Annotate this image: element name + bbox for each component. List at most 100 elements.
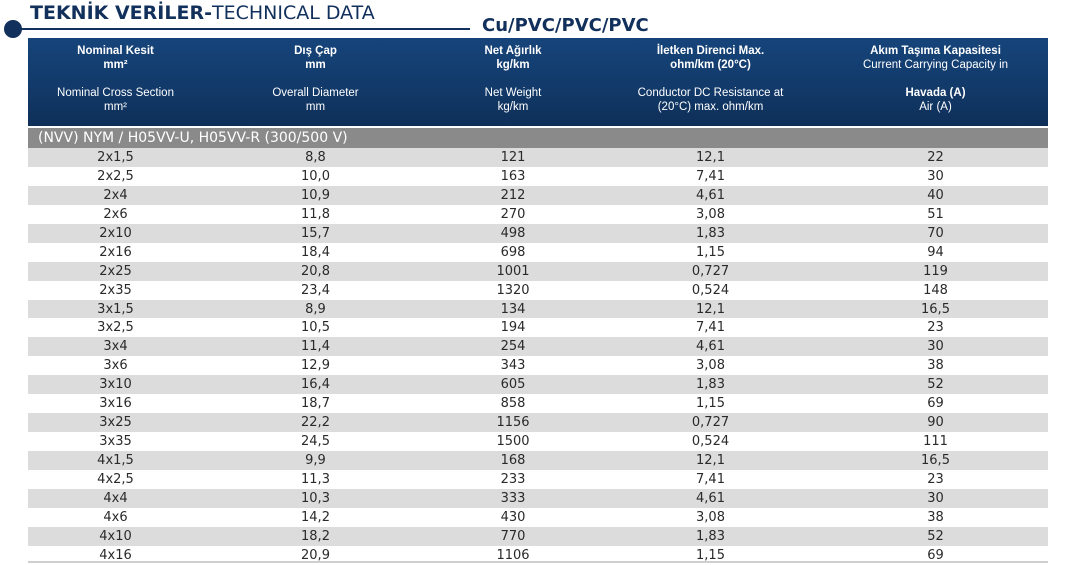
cell-capacity: 30 — [927, 339, 944, 355]
cell-weight: 233 — [500, 471, 526, 487]
cell-diameter: 18,2 — [301, 528, 330, 544]
cell-weight: 605 — [500, 377, 526, 393]
table-row: 4x16 20,9 1106 1,15 69 — [28, 545, 1048, 565]
cell-resistance: 1,15 — [696, 244, 725, 260]
cell-diameter: 24,5 — [301, 434, 330, 450]
cell-weight: 698 — [500, 244, 526, 260]
table-row: 3x2,5 10,5 194 7,41 23 — [28, 318, 1048, 338]
cell-capacity: 111 — [923, 434, 948, 450]
cell-capacity: 51 — [927, 206, 944, 222]
cell-cross-section: 4x16 — [99, 547, 132, 563]
cell-weight: 1001 — [496, 263, 530, 279]
header-unit-tr: kg/km — [496, 59, 530, 71]
cell-capacity: 38 — [927, 358, 944, 374]
cell-capacity: 69 — [927, 396, 944, 412]
cell-capacity: 38 — [927, 509, 944, 525]
cell-resistance: 0,727 — [691, 415, 730, 431]
cell-weight: 168 — [500, 453, 526, 468]
table-row: 3x6 12,9 343 3,08 38 — [28, 356, 1048, 376]
cell-diameter: 16,4 — [301, 377, 330, 393]
cell-cross-section: 3x25 — [99, 415, 132, 431]
table-row: 3x4 11,4 254 4,61 30 — [28, 337, 1048, 357]
cell-diameter: 12,9 — [301, 358, 330, 374]
cell-cross-section: 3x6 — [103, 358, 128, 374]
cell-diameter: 10,0 — [301, 168, 330, 184]
cell-capacity: 23 — [927, 471, 944, 487]
cell-resistance: 4,61 — [696, 490, 725, 506]
table-row: 2x16 18,4 698 1,15 94 — [28, 242, 1048, 262]
header-label-tr: Akım Taşıma Kapasitesi — [870, 45, 1001, 57]
cell-cross-section: 2x1,5 — [97, 150, 134, 165]
cell-resistance: 0,524 — [691, 282, 730, 298]
header-net-weight: Net Ağırlık kg/km Net Weight kg/km — [428, 38, 598, 126]
header-label-tr: Net Ağırlık — [484, 45, 542, 57]
table-row: 2x2,5 10,0 163 7,41 30 — [28, 166, 1048, 186]
cell-cross-section: 3x16 — [99, 396, 132, 412]
cell-weight: 1156 — [496, 415, 530, 431]
cell-capacity: 119 — [923, 263, 948, 279]
header-unit-en: Air (A) — [919, 101, 952, 113]
cell-capacity: 16,5 — [921, 453, 950, 468]
cell-weight: 430 — [500, 509, 526, 525]
cell-weight: 858 — [500, 396, 526, 412]
cell-weight: 194 — [500, 320, 526, 336]
cell-weight: 163 — [500, 168, 526, 184]
table-bottom-border — [28, 561, 1048, 563]
cell-weight: 121 — [500, 150, 526, 165]
cell-cross-section: 3x2,5 — [97, 320, 134, 336]
cell-capacity: 70 — [927, 225, 944, 241]
cell-resistance: 1,83 — [696, 377, 725, 393]
cell-resistance: 7,41 — [696, 471, 725, 487]
table-row: 2x4 10,9 212 4,61 40 — [28, 185, 1048, 205]
header-current-capacity: Akım Taşıma Kapasitesi Current Carrying C… — [823, 38, 1048, 126]
cell-diameter: 15,7 — [301, 225, 330, 241]
cell-cross-section: 2x4 — [103, 187, 128, 203]
table-row: 4x10 18,2 770 1,83 52 — [28, 526, 1048, 546]
cell-resistance: 12,1 — [696, 301, 725, 317]
page-title-light: TECHNICAL DATA — [211, 2, 375, 24]
cell-resistance: 1,15 — [696, 547, 725, 563]
header-nominal-cross-section: Nominal Kesit mm² Nominal Cross Section mm… — [28, 38, 203, 126]
cell-cross-section: 2x10 — [99, 225, 132, 241]
table-row: 2x10 15,7 498 1,83 70 — [28, 223, 1048, 243]
cell-diameter: 18,4 — [301, 244, 330, 260]
header-unit-en: mm² — [104, 101, 127, 113]
cell-weight: 212 — [500, 187, 526, 203]
cell-resistance: 1,15 — [696, 396, 725, 412]
cell-resistance: 3,08 — [696, 509, 725, 525]
cell-resistance: 4,61 — [696, 187, 725, 203]
cell-capacity: 16,5 — [921, 301, 950, 317]
cell-diameter: 9,9 — [305, 453, 326, 468]
cell-diameter: 11,3 — [301, 471, 330, 487]
table-body: 2x1,5 8,8 121 12,1 22 2x2,5 10,0 163 7,41 30 2x4 10… — [28, 148, 1048, 565]
cell-cross-section: 4x2,5 — [97, 471, 134, 487]
cell-cross-section: 2x25 — [99, 263, 132, 279]
cell-diameter: 20,8 — [301, 263, 330, 279]
cell-diameter: 11,4 — [301, 339, 330, 355]
table-row: 2x25 20,8 1001 0,727 119 — [28, 261, 1048, 281]
cell-resistance: 7,41 — [696, 320, 725, 336]
cell-diameter: 22,2 — [301, 415, 330, 431]
cell-cross-section: 2x2,5 — [97, 168, 134, 184]
header-label-en: Nominal Cross Section — [57, 87, 174, 99]
cell-capacity: 69 — [927, 547, 944, 563]
table-row: 4x6 14,2 430 3,08 38 — [28, 507, 1048, 527]
table-row: 2x35 23,4 1320 0,524 148 — [28, 280, 1048, 300]
cell-capacity: 30 — [927, 168, 944, 184]
table-row: 3x16 18,7 858 1,15 69 — [28, 394, 1048, 414]
cell-resistance: 0,524 — [691, 434, 730, 450]
cell-cross-section: 3x4 — [103, 339, 128, 355]
cell-weight: 343 — [500, 358, 526, 374]
cell-weight: 1320 — [496, 282, 530, 298]
cell-capacity: 30 — [927, 490, 944, 506]
page-title-bold: TEKNİK VERİLER- — [30, 2, 212, 24]
cell-diameter: 20,9 — [301, 547, 330, 563]
table-row: 4x1,5 9,9 168 12,1 16,5 — [28, 451, 1048, 470]
cell-weight: 770 — [500, 528, 526, 544]
cell-diameter: 8,8 — [305, 150, 326, 165]
header-unit-en: mm — [305, 101, 326, 113]
cell-cross-section: 3x10 — [99, 377, 132, 393]
title-bar: TEKNİK VERİLER-TECHNICAL DATA Cu/PVC/PVC… — [0, 0, 1074, 40]
cell-weight: 333 — [500, 490, 526, 506]
cell-weight: 254 — [500, 339, 526, 355]
